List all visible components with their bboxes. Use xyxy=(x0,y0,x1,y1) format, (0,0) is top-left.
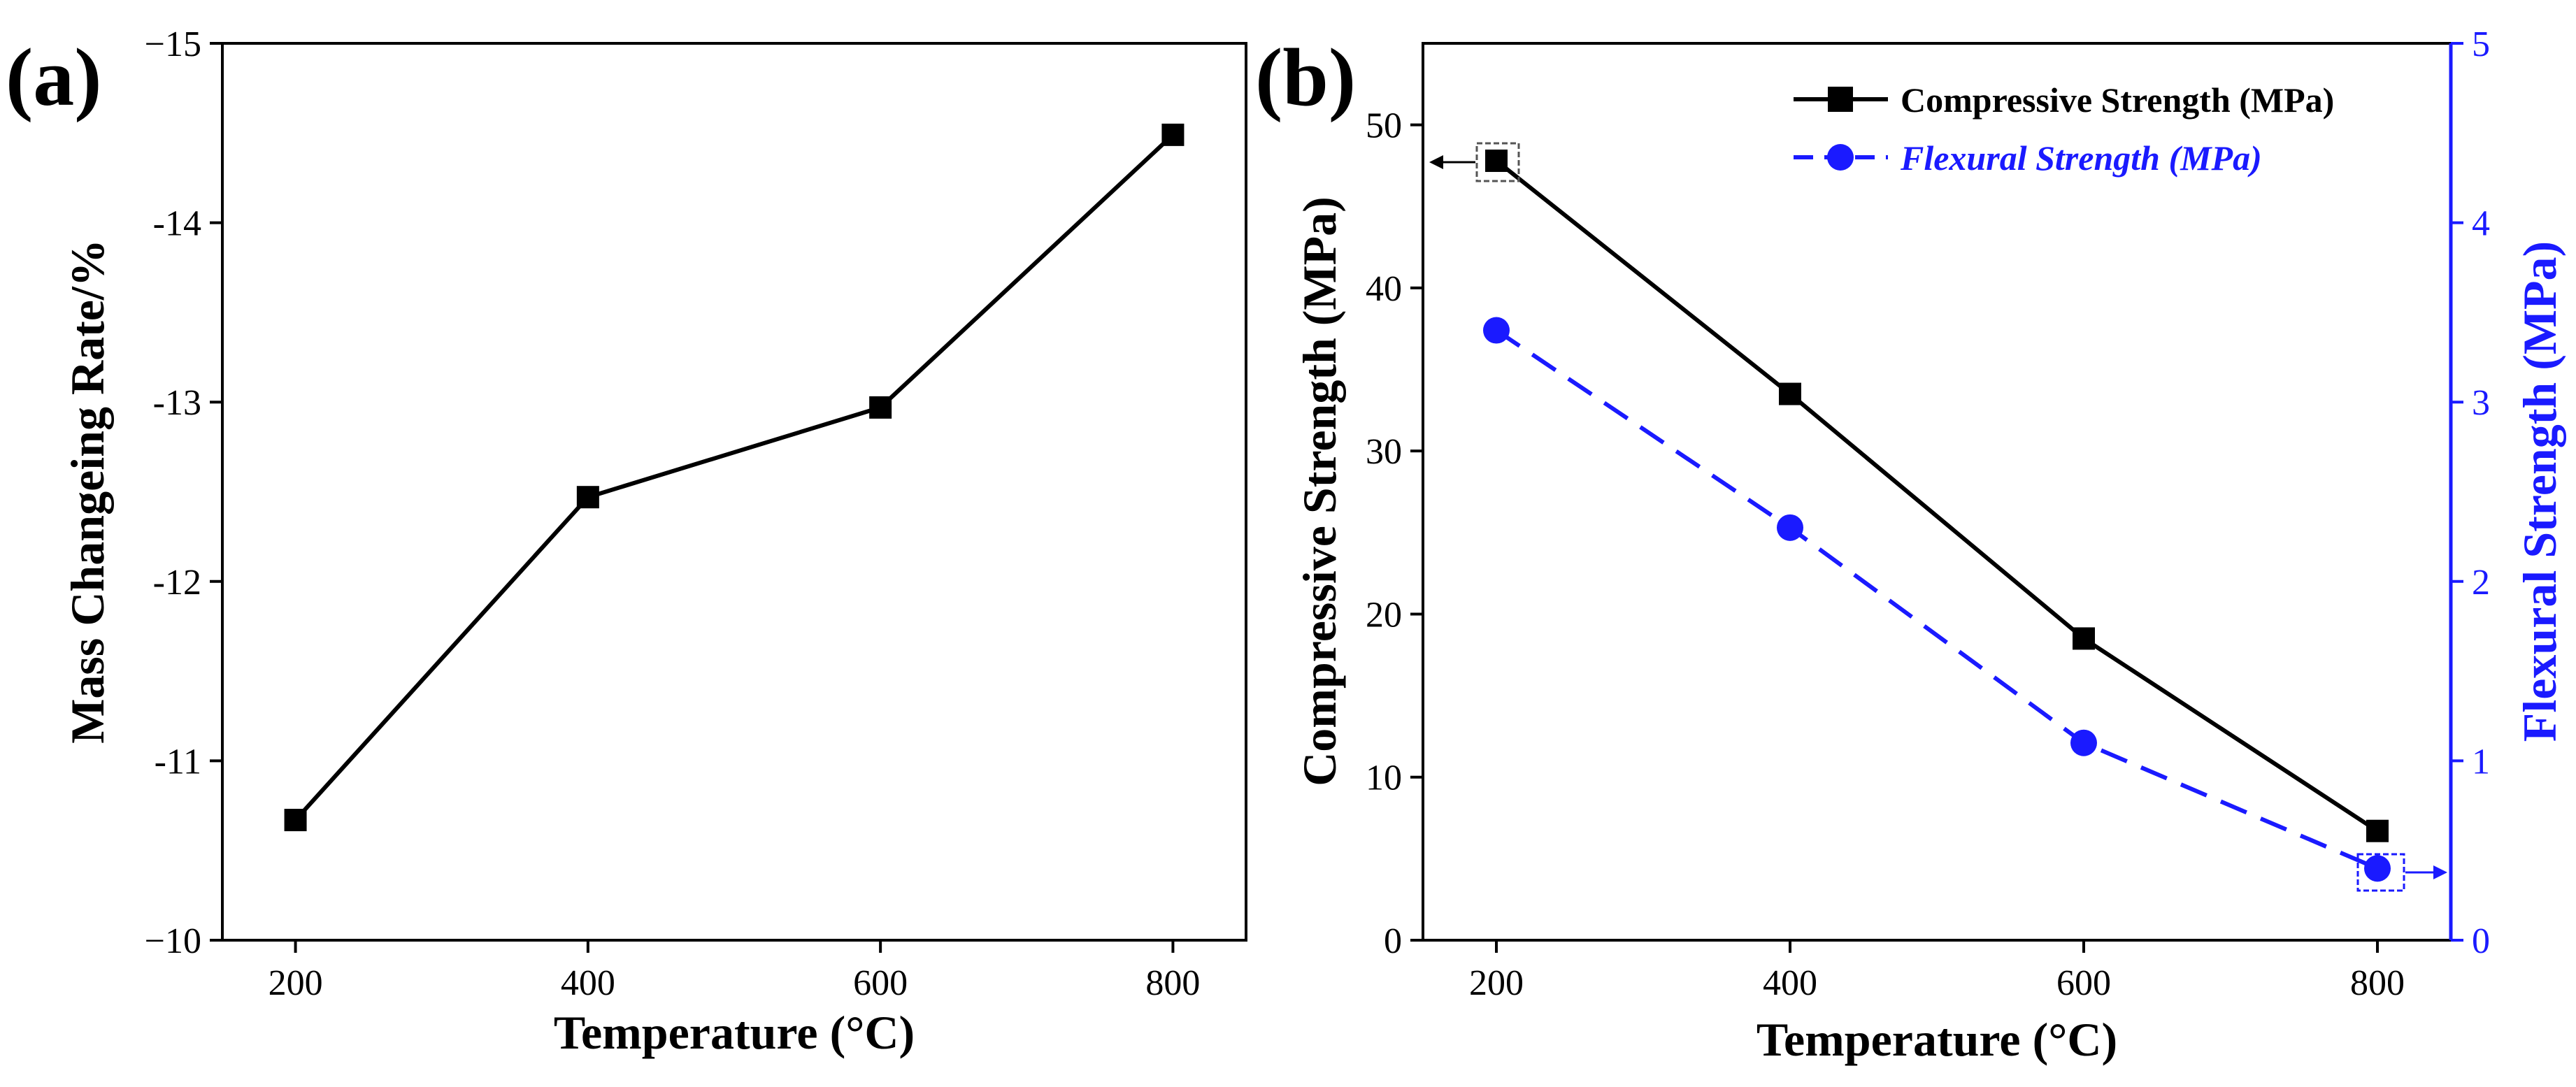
panel-b-left-y-tick-label: 0 xyxy=(1384,921,1402,961)
flexural-callout-arrowhead xyxy=(2433,865,2447,879)
panel-b-x-tick-label: 800 xyxy=(2350,963,2405,1003)
compressive-data-point xyxy=(1485,149,1508,172)
panel-a-x-tick-label: 400 xyxy=(561,963,615,1003)
panel-b-x-axis-title: Temperature (°C) xyxy=(1756,1013,2117,1066)
panel-b-x-tick-label: 600 xyxy=(2056,963,2111,1003)
flexural-series-line xyxy=(1495,329,2379,871)
legend-compressive-marker xyxy=(1828,87,1853,112)
panel-b-right-y-tick-label: 5 xyxy=(2472,24,2490,64)
panel-a-y-tick-label: -13 xyxy=(153,383,201,423)
compressive-callout-arrowhead xyxy=(1429,155,1443,169)
panel-a-data-point xyxy=(576,486,599,509)
panel-a-x-tick-label: 200 xyxy=(269,963,323,1003)
panel-b-plot-frame xyxy=(1422,42,2452,942)
panel-a-x-tick-label: 800 xyxy=(1145,963,1200,1003)
flexural-data-point xyxy=(1483,317,1510,344)
panel-b-left-y-tick-label: 50 xyxy=(1366,106,1402,146)
panel-b-series xyxy=(1483,149,2391,882)
panel-a-ticks: 200 400 600 800 −10 -11 -12 -13 -14 −15 xyxy=(145,24,1201,1003)
panel-b-ticks: 200 400 600 800 0 10 20 30 40 50 0 1 2 3 4 5 xyxy=(1366,24,2490,1003)
compressive-callout-box xyxy=(1475,142,1520,182)
panel-b-left-y-tick-label: 40 xyxy=(1366,269,1402,309)
panel-b-right-y-tick-label: 1 xyxy=(2472,742,2490,782)
panel-a-y-tick-label: -12 xyxy=(153,563,201,603)
panel-a-x-axis-title: Temperature (°C) xyxy=(554,1006,915,1059)
compressive-data-point xyxy=(2366,819,2389,842)
panel-b-right-y-tick-label: 0 xyxy=(2472,921,2490,961)
flexural-data-point xyxy=(2070,729,2097,756)
panel-a-series-line xyxy=(294,133,1175,822)
flexural-data-point xyxy=(1777,514,1803,541)
legend-flexural-label: Flexural Strength (MPa) xyxy=(1900,138,2262,178)
compressive-data-point xyxy=(2073,627,2095,650)
panel-b-right-y-tick-label: 4 xyxy=(2472,204,2490,244)
panel-a-plot-frame xyxy=(221,42,1247,942)
panel-b-x-tick-label: 200 xyxy=(1469,963,1524,1003)
panel-b-right-y-tick-label: 2 xyxy=(2472,563,2490,603)
panel-b-right-y-tick-label: 3 xyxy=(2472,383,2490,423)
panel-a-y-tick-label: −15 xyxy=(145,24,201,64)
flexural-callout-box xyxy=(2356,853,2405,892)
panel-b-legend: Compressive Strength (MPa) Flexural Stre… xyxy=(1794,80,2334,178)
legend-flexural-marker xyxy=(1827,144,1854,171)
panel-b-label: (b) xyxy=(1255,31,1356,123)
panel-a-series xyxy=(284,123,1185,832)
panel-a-y-axis-title: Mass Changeing Rate/% xyxy=(61,239,114,744)
legend-compressive-label: Compressive Strength (MPa) xyxy=(1901,80,2334,120)
panel-b-right-y-axis-title: Flexural Strength (MPa) xyxy=(2513,241,2566,742)
panel-a-data-point xyxy=(869,396,892,419)
panel-a-label: (a) xyxy=(6,31,102,123)
panel-a-data-point xyxy=(1161,123,1185,146)
panel-a-data-point xyxy=(284,809,307,832)
panel-a-y-tick-label: -11 xyxy=(155,742,201,782)
panel-b-left-y-tick-label: 20 xyxy=(1366,595,1402,635)
panel-a-y-tick-label: −10 xyxy=(145,921,201,961)
panel-a-chart: (a) 200 400 600 800 −10 -11 -12 -13 -14 −15 Tempe… xyxy=(6,24,1247,1059)
panel-b-left-y-axis-title: Compressive Strength (MPa) xyxy=(1293,196,1346,786)
compressive-data-point xyxy=(1779,382,1801,405)
flexural-data-point xyxy=(2364,855,2391,882)
panel-a-y-tick-label: -14 xyxy=(153,204,201,244)
panel-b-chart: (b) 200 400 600 800 0 10 20 30 40 50 0 1 2 3 4 5 Compre… xyxy=(1255,24,2566,1066)
panel-b-x-tick-label: 400 xyxy=(1763,963,1817,1003)
compressive-series-line xyxy=(1495,159,2379,833)
panel-b-left-y-tick-label: 10 xyxy=(1366,758,1402,798)
panel-a-x-tick-label: 600 xyxy=(853,963,908,1003)
panel-b-left-y-tick-label: 30 xyxy=(1366,432,1402,472)
